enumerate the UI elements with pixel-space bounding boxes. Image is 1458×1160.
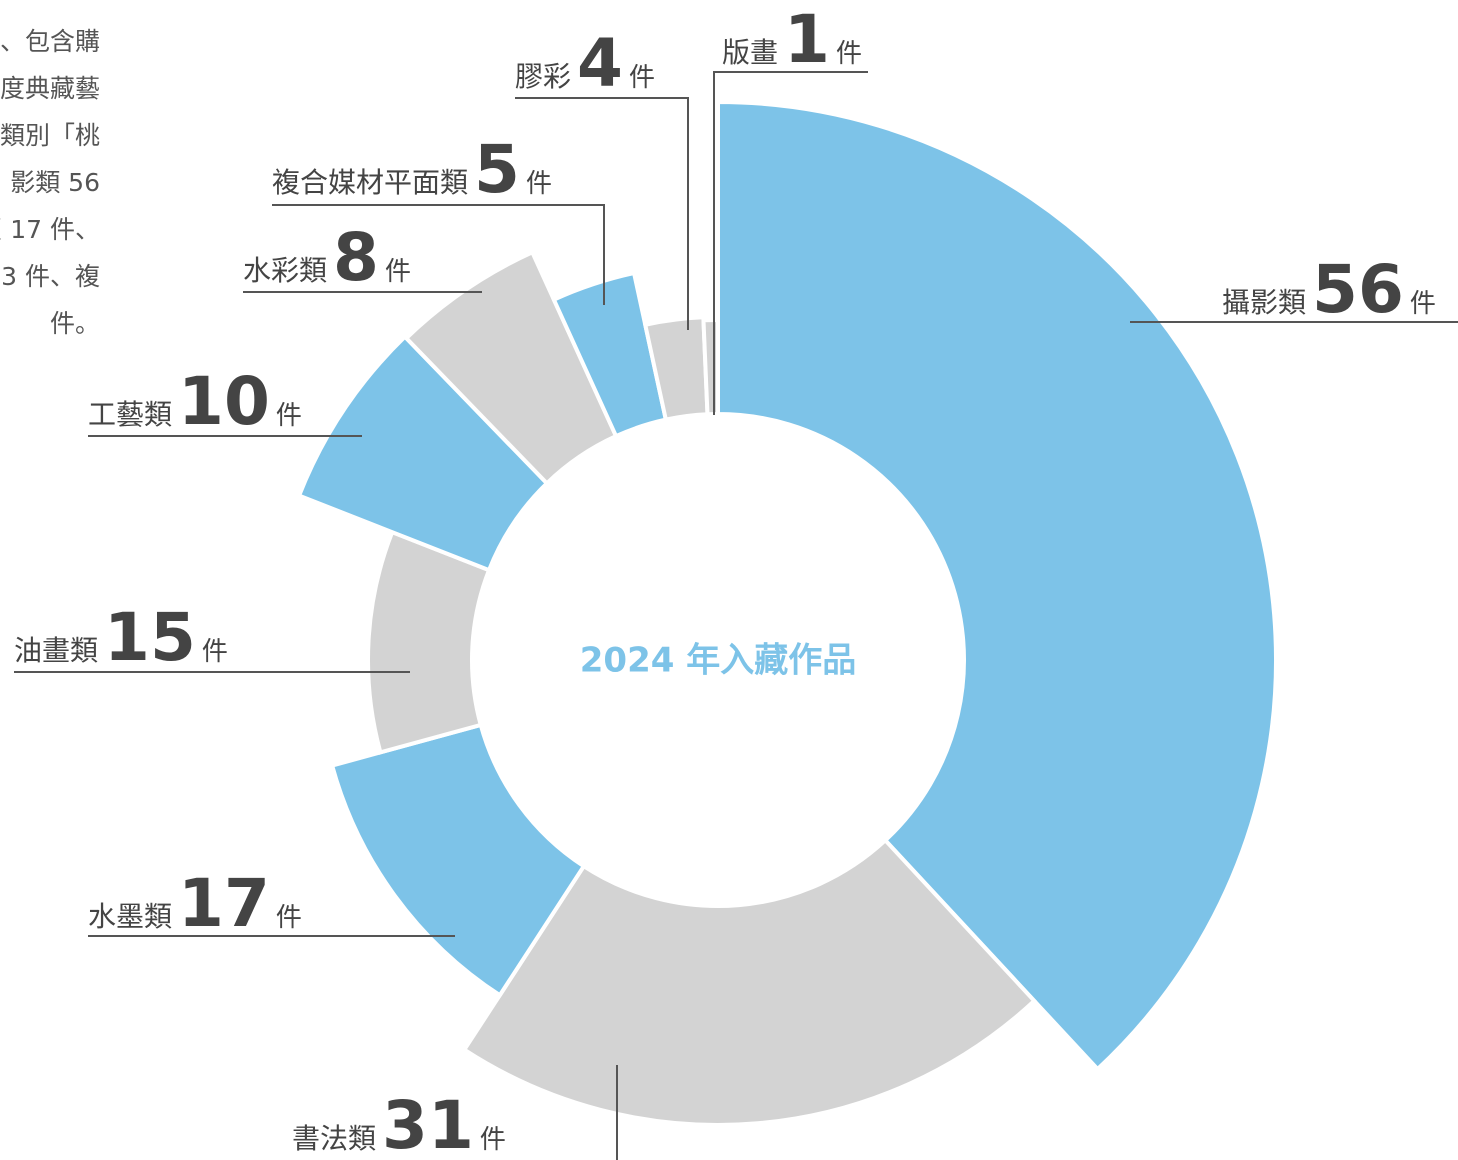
unit-label: 件	[276, 401, 302, 431]
value-label: 1	[784, 1, 830, 78]
category-label: 水彩類	[243, 254, 327, 287]
unit-label: 件	[480, 1125, 506, 1155]
unit-label: 件	[202, 637, 228, 667]
slice-label: 膠彩4 件	[515, 25, 655, 102]
pie-slice	[701, 317, 720, 417]
value-label: 56	[1312, 251, 1404, 328]
slice-label: 油畫類15 件	[14, 599, 228, 676]
category-label: 工藝類	[88, 398, 172, 431]
intro-line: 影類 56	[10, 168, 100, 197]
slice-label: 複合媒材平面類5 件	[272, 131, 552, 208]
value-label: 15	[104, 599, 196, 676]
chart-title: 2024 年入藏作品	[580, 641, 856, 681]
category-label: 版畫	[722, 36, 778, 69]
value-label: 10	[178, 363, 270, 440]
pie-slice	[329, 722, 587, 999]
pie-slice	[461, 837, 1038, 1127]
value-label: 31	[382, 1087, 474, 1160]
value-label: 17	[178, 865, 270, 942]
category-label: 膠彩	[515, 60, 571, 93]
intro-line: 類別「桃	[0, 121, 100, 150]
slice-label: 水墨類17 件	[88, 865, 302, 942]
category-label: 書法類	[292, 1122, 376, 1155]
pie-slice	[716, 99, 1278, 1072]
intro-line: 頁 17 件、	[0, 215, 100, 244]
leader-line	[713, 71, 868, 415]
intro-line: 、包含購	[0, 27, 100, 56]
slice-label: 書法類31 件	[292, 1087, 506, 1160]
intro-line: 3 件、複	[1, 262, 100, 291]
intro-line: 件。	[50, 309, 100, 338]
slice-label: 攝影類56 件	[1222, 251, 1436, 328]
category-label: 油畫類	[14, 634, 98, 667]
category-label: 攝影類	[1222, 286, 1306, 319]
unit-label: 件	[836, 39, 862, 69]
pie-slice	[366, 529, 492, 755]
unit-label: 件	[385, 257, 411, 287]
category-label: 水墨類	[88, 900, 172, 933]
unit-label: 件	[629, 63, 655, 93]
value-label: 5	[474, 131, 520, 208]
value-label: 8	[333, 219, 379, 296]
category-label: 複合媒材平面類	[272, 166, 468, 199]
unit-label: 件	[1410, 289, 1436, 319]
leader-line	[515, 97, 689, 330]
unit-label: 件	[526, 169, 552, 199]
value-label: 4	[577, 25, 623, 102]
slice-label: 工藝類10 件	[88, 363, 302, 440]
leader-line	[272, 204, 605, 305]
intro-line: 度典藏藝	[0, 74, 100, 103]
slice-label: 水彩類8 件	[243, 219, 411, 296]
slice-label: 版畫1 件	[722, 1, 862, 78]
unit-label: 件	[276, 903, 302, 933]
pie-slice	[403, 249, 619, 487]
